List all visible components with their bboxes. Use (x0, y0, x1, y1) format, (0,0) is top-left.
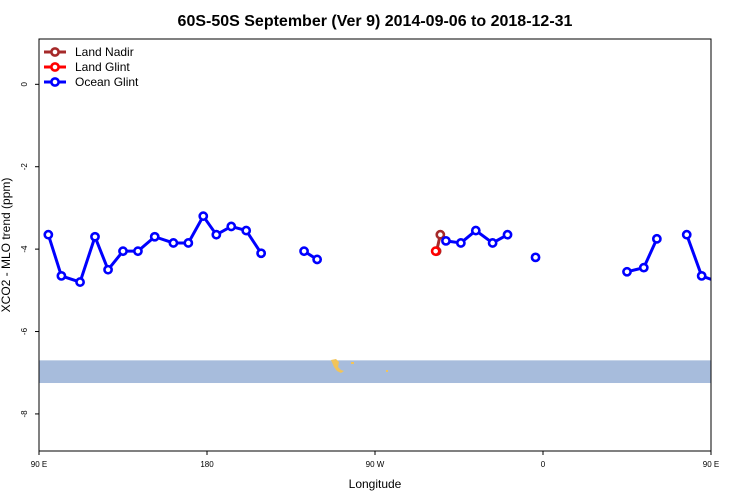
land-marker (351, 362, 354, 364)
ocean-glint-point (455, 238, 466, 248)
y-tick-label: 0 (20, 82, 29, 87)
legend-item: Ocean Glint (44, 75, 139, 89)
land-marker (386, 370, 388, 372)
y-axis-label: XCO2 - MLO trend (ppm) (0, 178, 13, 313)
ocean-glint-point (75, 277, 85, 287)
ocean-glint-point (118, 246, 128, 257)
ocean-glint-point (743, 266, 750, 273)
plot-frame (38, 38, 712, 452)
ocean-glint-point (638, 262, 649, 273)
ocean-glint-point (696, 270, 707, 281)
ocean-glint-point (299, 246, 309, 257)
chart-title: 60S-50S September (Ver 9) 2014-09-06 to … (178, 13, 573, 30)
ocean-glint-point (730, 233, 737, 240)
x-axis-label: Longitude (349, 477, 402, 491)
y-tick-label: -2 (20, 163, 29, 171)
ocean-glint-point (56, 270, 67, 281)
ocean-glint-point (256, 248, 267, 259)
ocean-glint-line (685, 234, 711, 281)
ocean-glint-point (530, 252, 541, 263)
y-axis: 0 -2 -4 -6 -8 (20, 82, 39, 418)
x-tick-label: 90 E (31, 460, 47, 469)
ocean-glint-point (168, 238, 179, 248)
ocean-glint-point (470, 225, 481, 236)
ocean-glint-point (103, 264, 113, 275)
x-tick-label: 180 (200, 460, 214, 469)
legend-item: Land Glint (44, 60, 130, 74)
ocean-glint-point (241, 225, 252, 236)
y-tick-label: -4 (20, 245, 29, 253)
ocean-glint-point (651, 233, 662, 244)
ocean-glint-point (502, 229, 513, 240)
legend-item: Land Nadir (44, 45, 134, 59)
ocean-glint-point (211, 229, 222, 240)
ice-band (39, 360, 711, 384)
legend-label: Ocean Glint (75, 75, 139, 89)
legend-marker (50, 77, 60, 87)
x-tick-label: 90 E (703, 460, 719, 469)
ocean-glint-point (133, 246, 143, 257)
ocean-glint-point (622, 266, 632, 277)
x-tick-label: 90 W (366, 460, 385, 469)
y-tick-label: -6 (20, 327, 29, 335)
land-marker (331, 359, 344, 373)
legend-marker (50, 47, 60, 57)
ocean-glint-point (43, 229, 54, 240)
land-markers (331, 359, 388, 373)
y-tick-label: -8 (20, 410, 29, 418)
series-layer (43, 211, 750, 287)
ocean-glint-point (681, 229, 692, 240)
x-tick-label: 0 (541, 460, 546, 469)
legend-label: Land Glint (75, 60, 130, 74)
ocean-glint-point (90, 231, 100, 242)
legend-marker (50, 62, 60, 72)
land-nadir-point (435, 229, 446, 240)
ocean-glint-point (312, 254, 323, 265)
ocean-glint-point (149, 231, 160, 242)
ocean-glint-point (198, 211, 209, 222)
ocean-glint-point (226, 221, 237, 232)
ocean-glint-point (441, 235, 451, 246)
ocean-glint-point (715, 278, 722, 285)
ocean-glint-point (183, 238, 194, 248)
x-axis: 90 E 180 90 W 0 90 E (31, 451, 719, 469)
land-glint-point (430, 246, 441, 257)
ice-band-layer (39, 360, 711, 384)
legend-label: Land Nadir (75, 45, 134, 59)
ocean-glint-point (487, 238, 498, 248)
